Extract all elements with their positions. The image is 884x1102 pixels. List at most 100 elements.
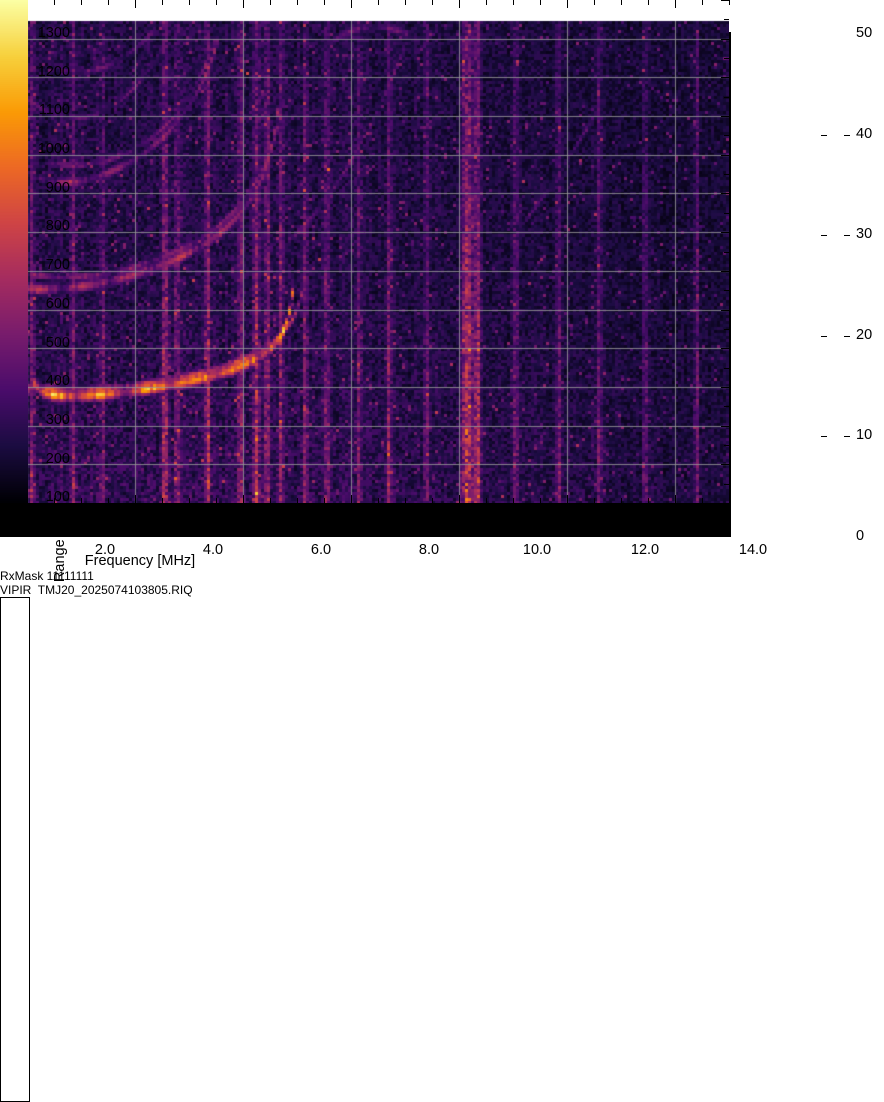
x-minor-tick bbox=[54, 0, 55, 5]
x-minor-tick bbox=[81, 498, 82, 503]
y-minor-tick bbox=[724, 406, 729, 407]
y-major-tick bbox=[721, 39, 729, 40]
colorbar-tick-50: 50 bbox=[856, 25, 873, 41]
x-tick-label-4.0: 4.0 bbox=[202, 542, 224, 558]
x-tick-label-6.0: 6.0 bbox=[310, 542, 332, 558]
x-minor-tick bbox=[594, 498, 595, 503]
y-tick-label-1300: 1300 bbox=[37, 25, 70, 41]
colorbar-tick-30: 30 bbox=[856, 226, 873, 243]
colorbar-gradient bbox=[0, 0, 28, 503]
x-major-tick bbox=[135, 0, 136, 8]
y-major-tick bbox=[721, 77, 729, 78]
x-minor-tick bbox=[486, 498, 487, 503]
y-tick-label-400: 400 bbox=[45, 373, 70, 390]
x-minor-tick bbox=[270, 0, 271, 5]
y-major-tick bbox=[721, 116, 729, 117]
y-tick-label-700: 700 bbox=[45, 257, 70, 274]
y-tick-label-800: 800 bbox=[45, 218, 70, 235]
x-minor-tick bbox=[486, 0, 487, 5]
x-minor-tick bbox=[621, 498, 622, 503]
y-minor-tick bbox=[724, 213, 729, 214]
y-tick-label-500: 500 bbox=[45, 334, 70, 351]
rxmask-label: RxMask 11111111 bbox=[0, 569, 94, 583]
colorbar-tick-mark bbox=[844, 135, 850, 136]
x-tick-label-14.0: 14.0 bbox=[738, 542, 768, 558]
colorbar-tick-mark bbox=[844, 235, 850, 236]
x-minor-tick bbox=[621, 0, 622, 5]
x-minor-tick bbox=[216, 498, 217, 503]
y-minor-tick bbox=[724, 174, 729, 175]
y-major-tick bbox=[721, 232, 729, 233]
x-minor-tick bbox=[405, 498, 406, 503]
x-minor-tick bbox=[702, 498, 703, 503]
y-minor-tick bbox=[724, 368, 729, 369]
y-minor-tick bbox=[724, 19, 729, 20]
y-tick-label-1200: 1200 bbox=[37, 63, 70, 80]
y-major-tick bbox=[721, 310, 729, 311]
x-major-tick bbox=[243, 0, 244, 8]
y-tick-label-200: 200 bbox=[45, 450, 70, 467]
ionogram-plot-area bbox=[0, 0, 731, 537]
y-minor-tick bbox=[724, 58, 729, 59]
y-major-tick bbox=[721, 271, 729, 272]
x-major-tick bbox=[567, 495, 568, 503]
colorbar-tick-20: 20 bbox=[856, 326, 873, 343]
x-major-tick bbox=[351, 0, 352, 8]
x-major-tick bbox=[135, 495, 136, 503]
colorbar-tick-10: 10 bbox=[856, 427, 873, 444]
x-minor-tick bbox=[378, 0, 379, 5]
y-minor-tick bbox=[724, 484, 729, 485]
x-minor-tick bbox=[378, 498, 379, 503]
colorbar-tick-mark bbox=[844, 436, 850, 437]
colorbar-tick-mark bbox=[821, 135, 827, 136]
y-major-tick bbox=[721, 348, 729, 349]
x-minor-tick bbox=[81, 0, 82, 5]
y-minor-tick bbox=[724, 252, 729, 253]
colorbar-tick-40: 40 bbox=[856, 125, 873, 142]
x-minor-tick bbox=[297, 0, 298, 5]
y-tick-label-1100: 1100 bbox=[38, 102, 70, 119]
x-major-tick bbox=[675, 495, 676, 503]
y-tick-label-1000: 1000 bbox=[37, 141, 70, 158]
x-minor-tick bbox=[405, 0, 406, 5]
colorbar-tick-mark bbox=[821, 336, 827, 337]
x-minor-tick bbox=[702, 0, 703, 5]
y-major-tick bbox=[721, 0, 729, 1]
y-minor-tick bbox=[724, 97, 729, 98]
x-major-tick bbox=[459, 0, 460, 8]
x-minor-tick bbox=[297, 498, 298, 503]
y-major-tick bbox=[721, 387, 729, 388]
x-minor-tick bbox=[648, 498, 649, 503]
x-minor-tick bbox=[513, 0, 514, 5]
x-tick-label-2.0: 2.0 bbox=[94, 542, 116, 558]
y-tick-label-300: 300 bbox=[45, 411, 70, 428]
y-minor-tick bbox=[724, 135, 729, 136]
x-major-tick bbox=[675, 0, 676, 8]
x-major-tick bbox=[567, 0, 568, 8]
x-minor-tick bbox=[189, 498, 190, 503]
x-tick-label-12.0: 12.0 bbox=[630, 542, 660, 558]
x-minor-tick bbox=[162, 0, 163, 5]
x-minor-tick bbox=[324, 498, 325, 503]
x-minor-tick bbox=[54, 498, 55, 503]
y-major-tick bbox=[721, 155, 729, 156]
x-axis-title: Frequency [MHz] bbox=[84, 553, 196, 569]
instrument-file-label: VIPIR TMJ20_2025074103805.RIQ bbox=[0, 583, 193, 597]
x-minor-tick bbox=[729, 0, 730, 5]
x-minor-tick bbox=[432, 498, 433, 503]
x-minor-tick bbox=[594, 0, 595, 5]
ionogram-heatmap bbox=[0, 0, 729, 503]
y-major-tick bbox=[721, 426, 729, 427]
x-minor-tick bbox=[513, 498, 514, 503]
x-minor-tick bbox=[540, 0, 541, 5]
y-tick-label-100: 100 bbox=[45, 489, 70, 506]
x-minor-tick bbox=[729, 498, 730, 503]
x-minor-tick bbox=[648, 0, 649, 5]
y-tick-label-900: 900 bbox=[45, 179, 70, 196]
colorbar-tick-mark bbox=[844, 336, 850, 337]
colorbar-tick-mark bbox=[821, 235, 827, 236]
x-minor-tick bbox=[324, 0, 325, 5]
x-minor-tick bbox=[162, 498, 163, 503]
y-minor-tick bbox=[724, 329, 729, 330]
x-tick-label-10.0: 10.0 bbox=[522, 542, 552, 558]
